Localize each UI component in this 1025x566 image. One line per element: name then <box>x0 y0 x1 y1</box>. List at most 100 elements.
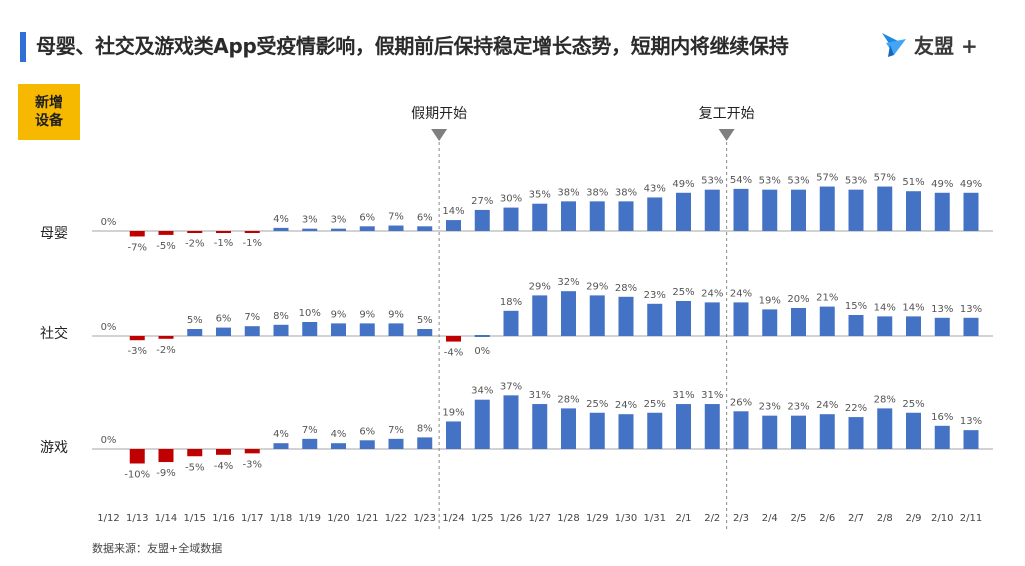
title-accent-bar <box>20 32 26 62</box>
x-tick-label: 2/10 <box>931 513 953 524</box>
data-label: 3% <box>302 215 318 226</box>
bar <box>589 201 605 231</box>
bar <box>446 421 461 449</box>
data-label: 14% <box>902 302 924 313</box>
data-label: 38% <box>557 187 579 198</box>
x-tick-label: 2/9 <box>905 513 921 524</box>
bar <box>762 189 778 231</box>
x-tick-label: 1/13 <box>126 513 148 524</box>
x-tick-label: 1/19 <box>299 513 321 524</box>
data-label: 28% <box>874 394 896 405</box>
data-label: -5% <box>156 241 175 252</box>
bar <box>676 404 691 449</box>
data-label: 6% <box>359 426 375 437</box>
bar <box>302 228 318 231</box>
badge-label: 新增设备 <box>35 95 63 129</box>
data-label: 6% <box>359 212 375 223</box>
bar <box>733 188 749 231</box>
data-label: 7% <box>302 425 318 436</box>
x-tick-label: 1/12 <box>97 513 119 524</box>
data-label: 25% <box>672 287 694 298</box>
series-label: 母婴 <box>40 226 68 242</box>
data-label: 49% <box>672 179 694 190</box>
data-label: 53% <box>787 176 809 187</box>
bar <box>388 323 404 336</box>
bar <box>848 189 864 231</box>
metric-badge: 新增设备 <box>18 84 80 140</box>
data-label: 0% <box>101 435 117 446</box>
data-label: 18% <box>500 297 522 308</box>
x-tick-label: 1/15 <box>184 513 206 524</box>
bar <box>618 296 634 336</box>
data-label: 6% <box>216 314 232 325</box>
data-label: -3% <box>243 459 262 470</box>
data-label: -1% <box>243 238 262 249</box>
bar <box>446 336 461 342</box>
bar <box>877 186 893 231</box>
bar <box>158 231 174 235</box>
data-label: 25% <box>902 399 924 410</box>
data-label: 31% <box>529 390 551 401</box>
data-label: 8% <box>273 311 289 322</box>
bar <box>532 295 548 336</box>
bar <box>359 440 375 449</box>
data-label: 9% <box>388 309 404 320</box>
data-label: 51% <box>902 177 924 188</box>
bar <box>216 231 231 233</box>
data-label: 43% <box>644 183 666 194</box>
data-label: 57% <box>874 173 896 184</box>
data-label: 25% <box>644 399 666 410</box>
bar <box>762 415 778 449</box>
x-tick-label: 1/18 <box>270 513 292 524</box>
data-label: 13% <box>931 304 953 315</box>
data-label: -5% <box>185 462 204 473</box>
data-label: 29% <box>586 281 608 292</box>
data-label: -2% <box>185 239 204 250</box>
umeng-bird-icon <box>882 33 906 57</box>
bar <box>187 231 203 233</box>
data-label: 53% <box>701 176 723 187</box>
bar <box>331 443 346 449</box>
bar <box>359 226 375 231</box>
data-source-note: 数据来源：友盟+全域数据 <box>92 542 223 555</box>
data-label: -3% <box>128 346 147 357</box>
bar <box>244 449 260 454</box>
bar <box>819 414 835 449</box>
data-label: 26% <box>730 397 752 408</box>
bar <box>532 203 548 231</box>
data-label: 9% <box>331 309 347 320</box>
data-label: -9% <box>156 468 175 479</box>
bar <box>474 209 490 231</box>
bar <box>762 309 778 336</box>
x-tick-label: 1/20 <box>327 513 349 524</box>
bar <box>388 225 404 231</box>
data-label: 23% <box>759 402 781 413</box>
logo-text: 友盟 + <box>914 33 978 58</box>
x-tick-label: 1/30 <box>615 513 637 524</box>
data-label: 30% <box>500 194 522 205</box>
data-label: 49% <box>960 179 982 190</box>
x-tick-label: 1/26 <box>500 513 522 524</box>
data-label: 5% <box>187 315 203 326</box>
bar <box>704 189 720 231</box>
bar <box>934 425 950 449</box>
data-label: 28% <box>557 394 579 405</box>
bar <box>216 327 231 336</box>
bar <box>244 326 260 336</box>
bar <box>561 291 576 336</box>
data-label: 24% <box>615 400 637 411</box>
x-tick-label: 1/23 <box>414 513 436 524</box>
data-label: 22% <box>845 403 867 414</box>
x-tick-label: 1/16 <box>212 513 234 524</box>
bar <box>877 408 893 449</box>
data-label: 20% <box>787 294 809 305</box>
bar <box>561 408 576 449</box>
data-label: 4% <box>273 429 289 440</box>
bar <box>129 336 145 341</box>
bar <box>359 323 375 336</box>
data-label: 4% <box>331 429 347 440</box>
data-label: 31% <box>701 390 723 401</box>
bar <box>273 227 289 231</box>
bar <box>273 324 289 336</box>
